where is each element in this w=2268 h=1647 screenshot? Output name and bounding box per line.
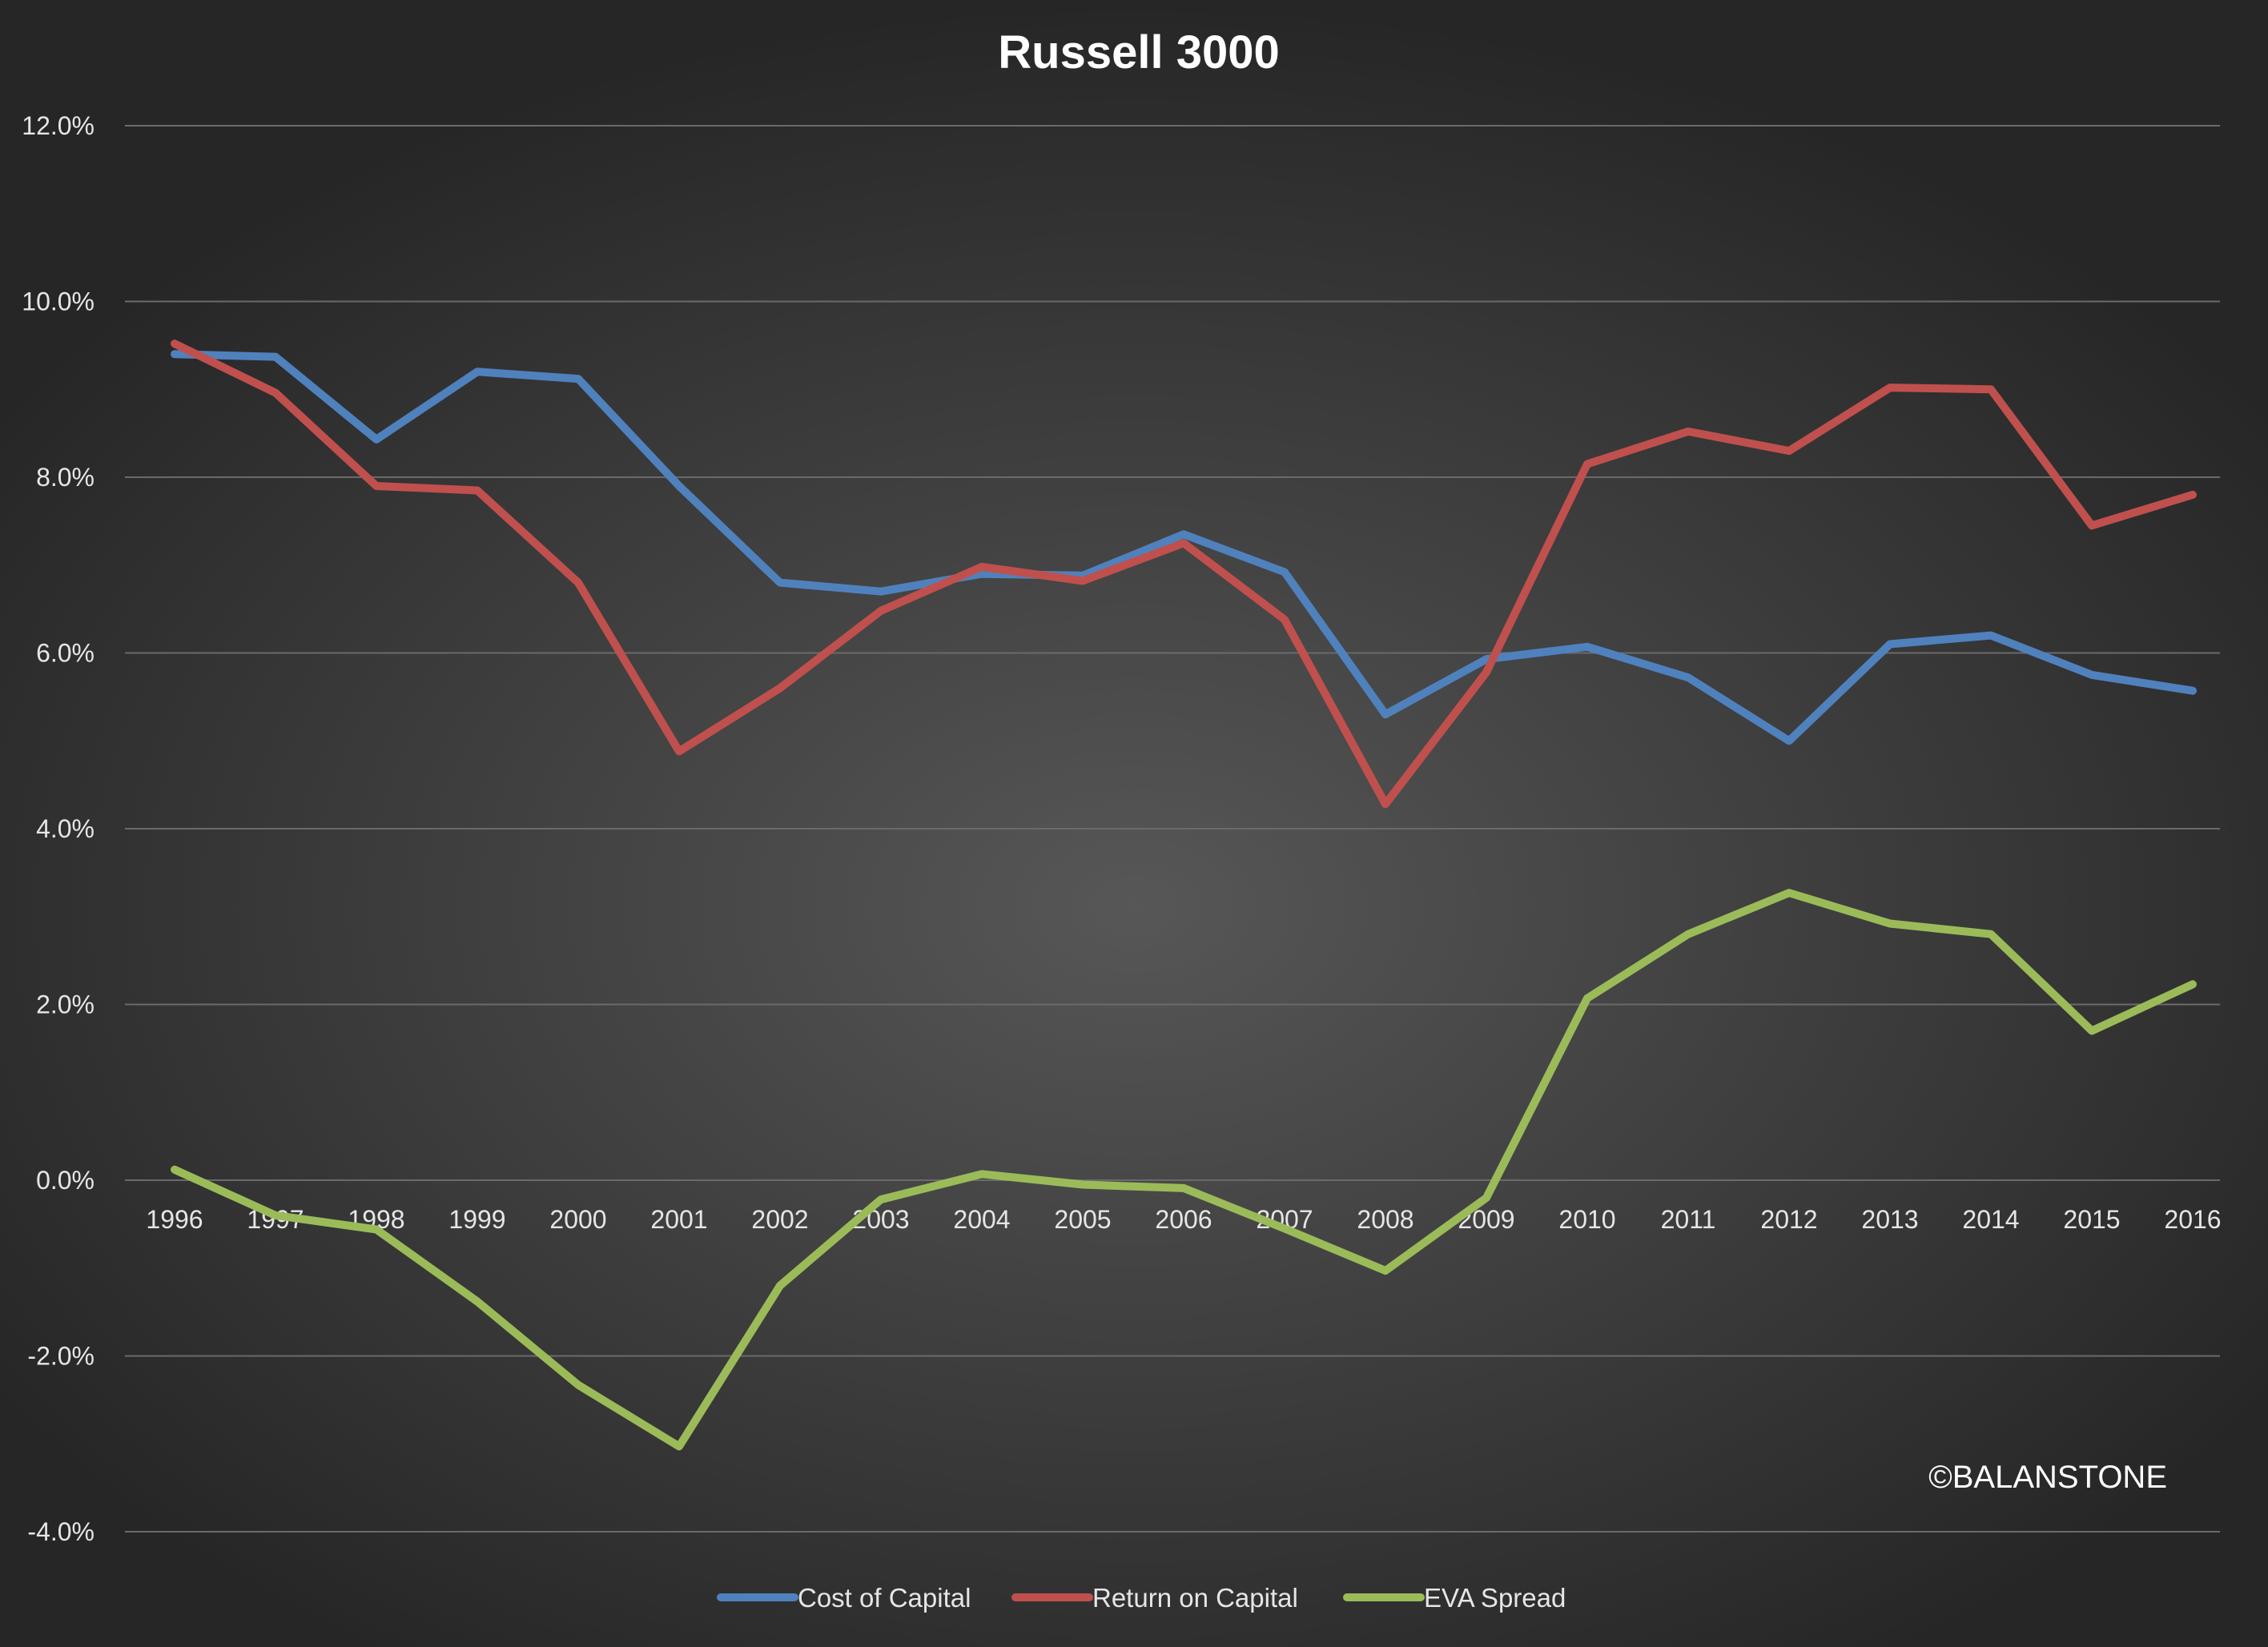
series-layer — [171, 339, 2197, 1451]
y-tick-label: 0.0% — [36, 1166, 94, 1195]
y-axis-ticks: -4.0% -2.0% 0.0% 2.0% 4.0% 6.0% 8.0% 10.0% 12.0% — [22, 111, 94, 1546]
y-tick-label: -4.0% — [27, 1517, 94, 1546]
x-tick-label: 2011 — [1661, 1205, 1716, 1234]
x-tick-label: 2000 — [549, 1205, 606, 1234]
series-line-return-on-capital — [171, 339, 2197, 809]
legend-label: Return on Capital — [1092, 1583, 1298, 1613]
y-tick-label: -2.0% — [27, 1342, 94, 1371]
x-axis-ticks: 1996 1997 1998 1999 2000 2001 2002 2003 2004 2005… — [146, 1205, 2221, 1234]
y-tick-label: 4.0% — [36, 814, 94, 843]
chart-title: Russell 3000 — [998, 26, 1279, 78]
x-tick-label: 1999 — [448, 1205, 505, 1234]
y-tick-label: 2.0% — [36, 990, 94, 1019]
series-line-eva-spread — [171, 889, 2197, 1451]
legend: Cost of Capital Return on Capital EVA Spre… — [717, 1583, 1566, 1613]
x-tick-label: 2014 — [1962, 1205, 2019, 1234]
x-tick-label: 2008 — [1357, 1205, 1413, 1234]
x-tick-label: 2012 — [1760, 1205, 1817, 1234]
x-tick-label: 2015 — [2063, 1205, 2120, 1234]
y-tick-label: 6.0% — [36, 639, 94, 668]
y-tick-label: 8.0% — [36, 463, 94, 492]
x-tick-label: 2016 — [2164, 1205, 2221, 1234]
y-tick-label: 12.0% — [22, 111, 94, 140]
x-tick-label: 1996 — [146, 1205, 203, 1234]
x-tick-label: 2005 — [1054, 1205, 1111, 1234]
x-tick-label: 2001 — [650, 1205, 707, 1234]
watermark-text: ©BALANSTONE — [1928, 1460, 2167, 1495]
series-line-cost-of-capital — [171, 350, 2197, 745]
legend-label: Cost of Capital — [798, 1583, 971, 1613]
x-tick-label: 2004 — [953, 1205, 1010, 1234]
x-tick-label: 2006 — [1155, 1205, 1212, 1234]
x-tick-label: 2002 — [751, 1205, 808, 1234]
y-tick-label: 10.0% — [22, 287, 94, 316]
grid-layer — [125, 125, 2220, 1533]
legend-label: EVA Spread — [1424, 1583, 1566, 1613]
x-tick-label: 2013 — [1861, 1205, 1918, 1234]
x-tick-label: 2010 — [1558, 1205, 1615, 1234]
